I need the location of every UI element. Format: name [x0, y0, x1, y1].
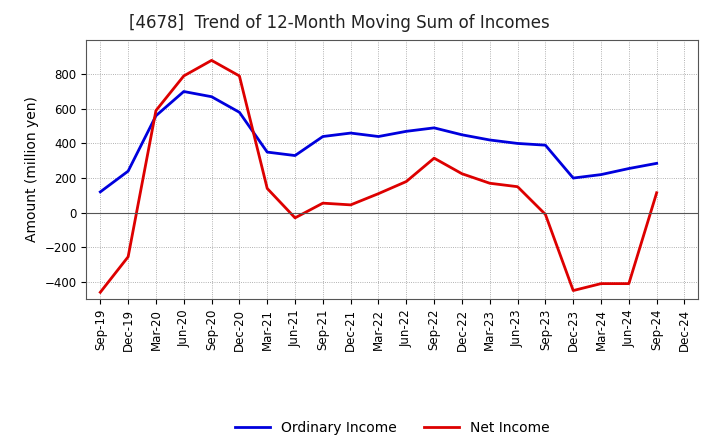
Net Income: [597, 281, 606, 286]
Line: Ordinary Income: Ordinary Income: [100, 92, 657, 192]
Y-axis label: Amount (million yen): Amount (million yen): [25, 96, 39, 242]
Ordinary Income: [346, 130, 355, 136]
Ordinary Income: [485, 137, 494, 143]
Ordinary Income: [291, 153, 300, 158]
Net Income: [124, 254, 132, 260]
Ordinary Income: [597, 172, 606, 177]
Ordinary Income: [207, 94, 216, 99]
Net Income: [652, 190, 661, 195]
Ordinary Income: [513, 141, 522, 146]
Net Income: [207, 58, 216, 63]
Ordinary Income: [430, 125, 438, 131]
Net Income: [263, 186, 271, 191]
Ordinary Income: [179, 89, 188, 94]
Ordinary Income: [652, 161, 661, 166]
Ordinary Income: [458, 132, 467, 137]
Net Income: [291, 215, 300, 220]
Ordinary Income: [124, 169, 132, 174]
Net Income: [624, 281, 633, 286]
Ordinary Income: [569, 176, 577, 181]
Ordinary Income: [624, 166, 633, 171]
Ordinary Income: [374, 134, 383, 139]
Ordinary Income: [541, 143, 550, 148]
Net Income: [569, 288, 577, 293]
Net Income: [235, 73, 243, 79]
Ordinary Income: [318, 134, 327, 139]
Net Income: [96, 290, 104, 295]
Net Income: [346, 202, 355, 208]
Ordinary Income: [235, 110, 243, 115]
Ordinary Income: [263, 150, 271, 155]
Net Income: [485, 180, 494, 186]
Net Income: [513, 184, 522, 189]
Legend: Ordinary Income, Net Income: Ordinary Income, Net Income: [230, 415, 555, 440]
Net Income: [179, 73, 188, 79]
Net Income: [152, 108, 161, 113]
Net Income: [541, 212, 550, 217]
Ordinary Income: [152, 113, 161, 118]
Ordinary Income: [402, 128, 410, 134]
Net Income: [318, 201, 327, 206]
Text: [4678]  Trend of 12-Month Moving Sum of Incomes: [4678] Trend of 12-Month Moving Sum of I…: [130, 15, 550, 33]
Net Income: [374, 191, 383, 196]
Line: Net Income: Net Income: [100, 60, 657, 292]
Net Income: [458, 171, 467, 176]
Ordinary Income: [96, 189, 104, 194]
Net Income: [430, 155, 438, 161]
Net Income: [402, 179, 410, 184]
